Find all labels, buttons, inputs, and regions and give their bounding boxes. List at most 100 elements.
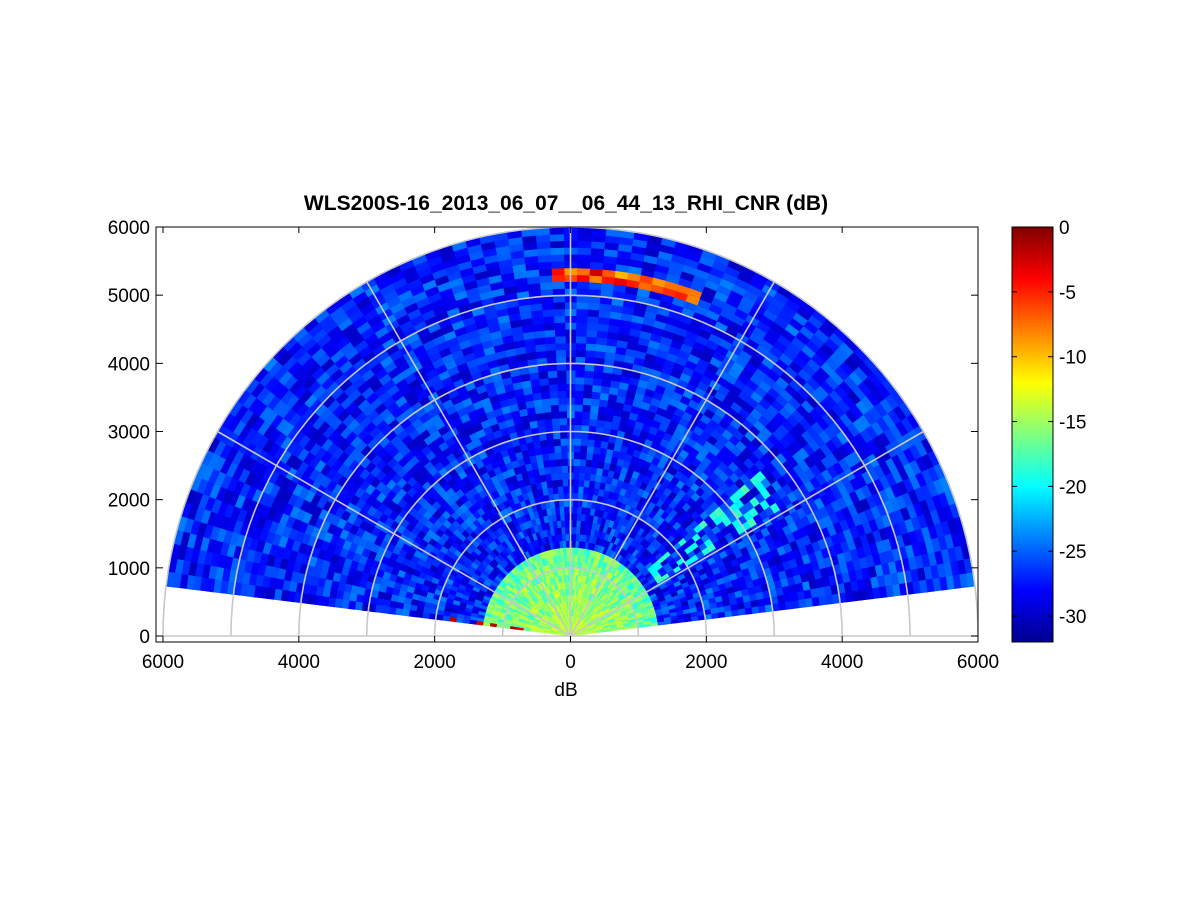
heatmap-cell	[575, 301, 589, 310]
heatmap-cell	[572, 499, 578, 508]
heatmap-cell	[576, 281, 590, 290]
heatmap-cell	[574, 376, 585, 385]
heatmap-cell	[589, 261, 604, 270]
heatmap-cell	[574, 397, 584, 405]
heatmap-cell	[555, 356, 567, 365]
heatmap-cell	[551, 274, 565, 283]
heatmap-cell	[571, 547, 576, 555]
heatmap-cell	[584, 349, 596, 358]
heatmap-cell	[573, 424, 582, 433]
heatmap-cell	[552, 288, 565, 296]
heatmap-cell	[575, 342, 587, 351]
heatmap-cell	[555, 472, 563, 481]
heatmap-cell	[535, 234, 551, 243]
heatmap-cell	[556, 376, 567, 385]
heatmap-cell	[582, 390, 593, 399]
heatmap-cell	[580, 506, 587, 515]
heatmap-cell	[455, 617, 464, 624]
heatmap-cell	[557, 485, 564, 494]
heatmap-cell	[572, 519, 577, 528]
heatmap-cell	[576, 260, 591, 269]
heatmap-cell	[542, 322, 555, 331]
heatmap-cell	[537, 370, 549, 380]
heatmap-cell	[550, 411, 560, 420]
heatmap-cell	[542, 404, 552, 414]
heatmap-cell	[573, 417, 583, 426]
heatmap-cell	[573, 437, 582, 446]
heatmap-cell	[574, 383, 585, 392]
heatmap-cell	[554, 328, 566, 337]
heatmap-cell	[549, 397, 559, 406]
heatmap-cell	[590, 247, 605, 257]
heatmap-cell	[561, 465, 569, 473]
heatmap-cell	[549, 233, 564, 242]
heatmap-cell	[586, 308, 600, 318]
heatmap-cell	[581, 411, 591, 420]
heatmap-cell	[442, 615, 451, 622]
heatmap-cell	[563, 499, 569, 508]
heatmap-cell	[583, 376, 594, 386]
heatmap-cell	[575, 315, 588, 324]
heatmap-cell	[538, 377, 549, 387]
heatmap-cell	[574, 356, 586, 365]
heatmap-cell	[543, 418, 553, 427]
heatmap-cell	[574, 403, 583, 412]
heatmap-cell	[539, 384, 550, 393]
heatmap-cell	[582, 383, 593, 392]
heatmap-cell	[575, 308, 588, 317]
heatmap-cell	[560, 451, 568, 460]
heatmap-cell	[575, 335, 587, 344]
heatmap-cell	[577, 492, 584, 501]
heatmap-cell	[757, 604, 767, 614]
heatmap-cell	[542, 315, 555, 324]
heatmap-cell	[401, 608, 410, 617]
heatmap-cell	[562, 485, 569, 494]
heatmap-cell	[590, 234, 606, 243]
heatmap-cell	[543, 329, 556, 338]
heatmap-cell	[588, 268, 603, 277]
heatmap-cell	[557, 397, 567, 405]
heatmap-cell	[536, 247, 551, 257]
heatmap-cell	[571, 533, 577, 542]
heatmap-cell	[590, 391, 601, 400]
heatmap-cell	[577, 233, 592, 242]
heatmap-cell	[594, 350, 606, 359]
heatmap-cell	[550, 404, 560, 413]
heatmap-cell	[550, 260, 565, 269]
heatmap-cell	[579, 445, 588, 454]
heatmap-cell	[581, 417, 590, 426]
heatmap-cell	[573, 444, 581, 453]
heatmap-cell	[546, 438, 555, 447]
heatmap-cell	[556, 479, 564, 487]
heatmap-cell	[549, 240, 565, 249]
heatmap-cell	[554, 458, 562, 467]
heatmap-cell	[549, 247, 565, 256]
heatmap-cell	[572, 485, 579, 494]
heatmap-cell	[575, 328, 587, 337]
heatmap-cell	[572, 472, 580, 480]
heatmap-cell	[551, 417, 560, 426]
heatmap-cell	[583, 479, 590, 488]
heatmap-cell	[549, 465, 557, 474]
heatmap-cell	[354, 601, 363, 611]
heatmap-cell	[556, 369, 567, 378]
heatmap-cell	[592, 377, 603, 387]
heatmap-cell	[563, 506, 569, 514]
heatmap-cell	[469, 619, 477, 625]
heatmap-cell	[548, 383, 559, 392]
heatmap-cell	[571, 526, 577, 535]
heatmap-cell	[573, 451, 581, 460]
heatmap-cell	[560, 444, 568, 453]
heatmap-cell	[554, 342, 566, 351]
heatmap-cell	[556, 383, 567, 392]
heatmap-cell	[576, 247, 592, 256]
heatmap-cell	[542, 411, 552, 420]
heatmap-cell	[590, 397, 600, 407]
heatmap-cell	[554, 335, 566, 344]
heatmap-cell	[578, 465, 586, 474]
heatmap-cell	[415, 611, 424, 619]
heatmap-cell	[584, 465, 592, 474]
heatmap-cell	[586, 438, 595, 447]
heatmap-cell	[560, 458, 568, 467]
heatmap-cell	[574, 369, 585, 378]
